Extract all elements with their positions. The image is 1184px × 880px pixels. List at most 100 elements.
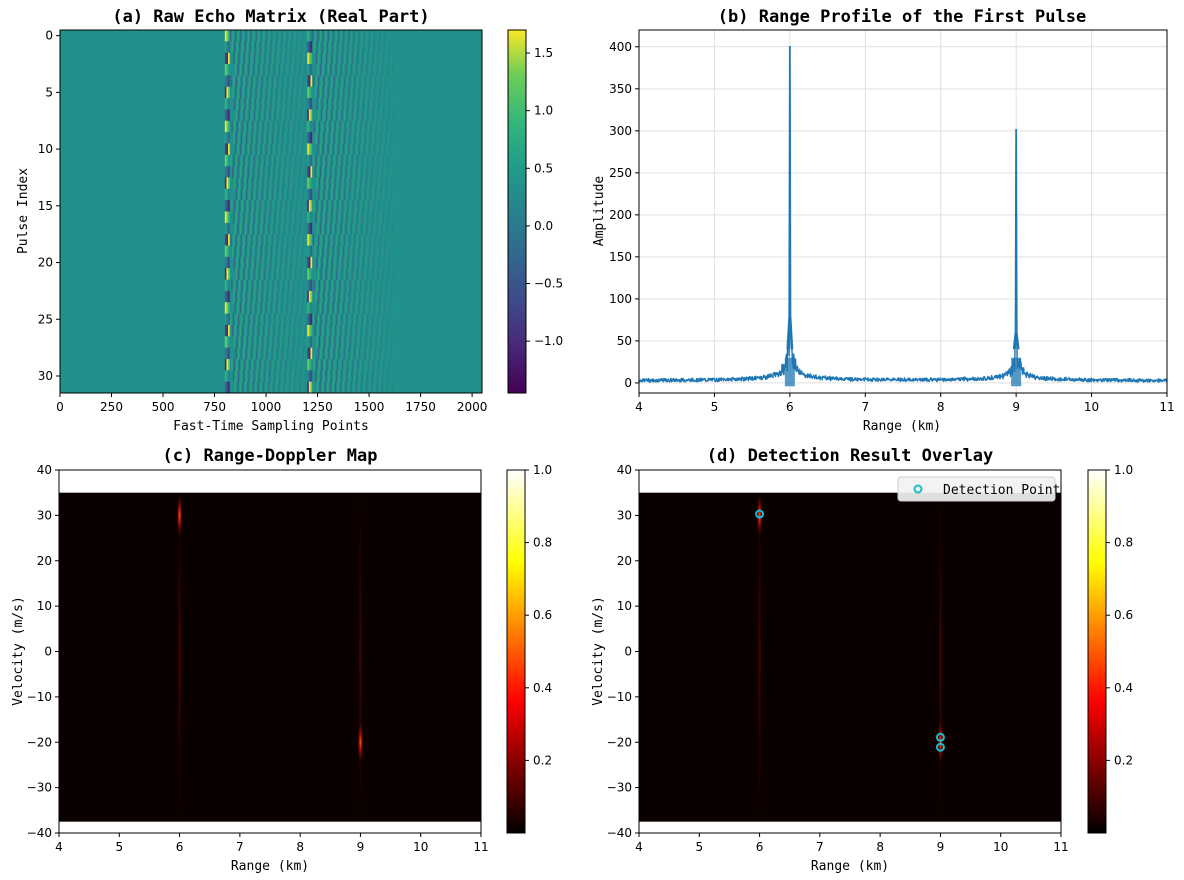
echo-chirp-cell [260, 245, 262, 258]
echo-chirp-cell [319, 245, 321, 258]
echo-onset-cell [226, 268, 229, 281]
echo-chirp-cell [392, 347, 394, 360]
echo-onset-cell [228, 52, 230, 65]
echo-chirp-cell [330, 143, 332, 156]
echo-chirp-cell [235, 188, 237, 201]
echo-chirp-cell [277, 120, 280, 133]
echo-onset-cell [307, 234, 309, 247]
echo-chirp-cell [334, 200, 336, 212]
target-peak [756, 493, 763, 538]
echo-chirp-cell [246, 75, 248, 88]
echo-chirp-cell [255, 324, 257, 337]
echo-chirp-cell [269, 188, 271, 201]
echo-chirp-cell [373, 177, 375, 190]
echo-chirp-cell [306, 279, 308, 292]
echo-chirp-cell [245, 290, 248, 303]
echo-chirp-cell [380, 188, 382, 201]
echo-chirp-cell [281, 86, 283, 99]
echo-chirp-cell [346, 52, 348, 65]
echo-onset-cell [226, 75, 229, 88]
echo-chirp-cell [293, 200, 295, 212]
echo-chirp-cell [333, 132, 335, 144]
chart_data.2.y_ticks-tick-label: −10 [27, 690, 52, 704]
echo-chirp-cell [253, 30, 255, 42]
echo-chirp-cell [375, 41, 378, 54]
echo-chirp-cell [325, 268, 327, 281]
echo-chirp-cell [322, 302, 324, 315]
echo-chirp-cell [291, 302, 293, 315]
echo-chirp-cell [237, 30, 239, 42]
echo-chirp-cell [329, 381, 332, 394]
echo-chirp-cell [269, 358, 272, 371]
echo-onset-cell [308, 120, 311, 133]
chart_data.0.y_ticks-tick-label: 25 [38, 312, 53, 326]
echo-chirp-cell [384, 222, 386, 235]
echo-chirp-cell [304, 64, 306, 76]
chart_data.0.x_ticks-tick-label: 250 [100, 400, 123, 414]
echo-chirp-cell [246, 52, 248, 65]
echo-onset-cell [228, 41, 230, 54]
echo-chirp-cell [381, 143, 383, 156]
echo-chirp-cell [384, 30, 386, 42]
echo-chirp-cell [363, 166, 365, 178]
echo-chirp-cell [325, 370, 327, 383]
echo-chirp-cell [390, 132, 392, 144]
echo-chirp-cell [362, 256, 364, 269]
echo-chirp-cell [264, 75, 266, 88]
echo-chirp-cell [249, 336, 251, 349]
echo-chirp-cell [367, 256, 370, 269]
echo-chirp-cell [259, 336, 261, 349]
echo-chirp-cell [269, 313, 271, 326]
echo-onset-cell [224, 290, 227, 303]
echo-chirp-cell [389, 86, 391, 99]
echo-onset-cell [310, 336, 313, 349]
echo-chirp-cell [268, 143, 270, 156]
echo-chirp-cell [314, 86, 316, 99]
echo-onset-cell [310, 370, 313, 383]
echo-chirp-cell [262, 336, 264, 349]
echo-chirp-cell [354, 211, 356, 224]
echo-chirp-cell [369, 154, 371, 167]
echo-chirp-cell [270, 222, 273, 235]
echo-chirp-cell [272, 41, 275, 54]
echo-chirp-cell [385, 279, 388, 292]
echo-chirp-cell [271, 211, 273, 224]
echo-chirp-cell [381, 381, 383, 394]
echo-chirp-cell [258, 154, 261, 167]
echo-chirp-cell [282, 75, 284, 88]
echo-chirp-cell [359, 154, 361, 167]
echo-chirp-cell [245, 222, 247, 235]
echo-chirp-cell [251, 188, 253, 201]
echo-chirp-cell [334, 120, 336, 133]
echo-chirp-cell [233, 52, 235, 65]
echo-chirp-cell [361, 245, 363, 258]
echo-chirp-cell [382, 370, 384, 383]
echo-onset-cell [310, 188, 313, 201]
detection-point [935, 742, 945, 752]
echo-chirp-cell [278, 30, 281, 42]
echo-chirp-cell [334, 279, 336, 292]
echo-chirp-cell [321, 98, 323, 110]
echo-chirp-cell [366, 143, 368, 156]
echo-chirp-cell [329, 336, 331, 349]
echo-onset-cell [226, 290, 229, 303]
echo-chirp-cell [370, 336, 372, 349]
echo-chirp-cell [379, 211, 382, 224]
echo-chirp-cell [339, 177, 341, 190]
echo-chirp-cell [346, 268, 348, 281]
echo-chirp-cell [261, 370, 263, 383]
echo-chirp-cell [319, 143, 322, 156]
echo-chirp-cell [279, 234, 281, 247]
echo-chirp-cell [387, 86, 389, 99]
echo-chirp-cell [336, 154, 338, 167]
echo-chirp-cell [383, 177, 385, 190]
echo-chirp-cell [341, 154, 343, 167]
echo-chirp-cell [335, 30, 337, 42]
echo-chirp-cell [361, 222, 363, 235]
echo-chirp-cell [333, 154, 335, 167]
echo-onset-cell [224, 256, 227, 269]
echo-chirp-cell [356, 313, 358, 326]
echo-chirp-cell [381, 166, 383, 178]
echo-chirp-cell [360, 358, 362, 371]
echo-chirp-cell [251, 75, 253, 88]
